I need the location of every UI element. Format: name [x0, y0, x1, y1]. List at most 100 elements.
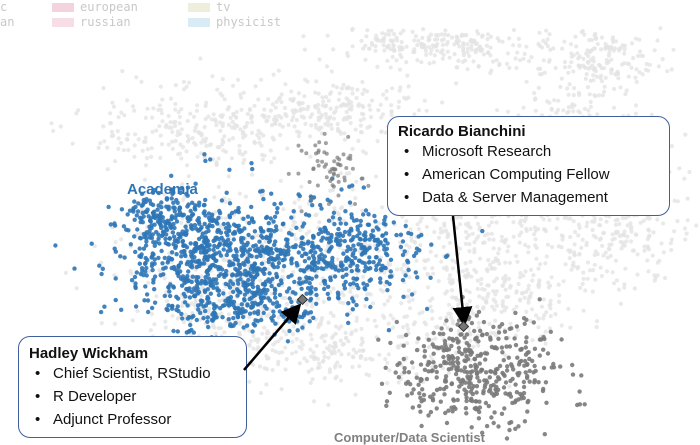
point — [231, 289, 236, 294]
point — [358, 218, 363, 224]
point — [537, 353, 542, 358]
point — [137, 261, 142, 266]
point — [475, 286, 480, 291]
point — [427, 360, 432, 366]
point — [306, 256, 312, 261]
point — [239, 302, 244, 307]
point — [533, 96, 538, 101]
point — [179, 311, 184, 317]
point — [539, 304, 545, 309]
point — [213, 331, 218, 336]
point — [377, 241, 383, 246]
point — [350, 296, 355, 301]
point — [541, 58, 546, 63]
point — [383, 365, 388, 370]
point — [321, 279, 327, 284]
point — [145, 147, 150, 152]
point — [250, 166, 255, 172]
point — [262, 281, 267, 287]
point — [276, 359, 281, 364]
point — [582, 106, 588, 111]
point — [386, 28, 391, 33]
point — [571, 69, 576, 74]
point — [517, 297, 523, 302]
point — [451, 363, 456, 368]
point — [451, 398, 457, 403]
point — [154, 229, 159, 235]
point — [272, 286, 278, 292]
point — [367, 103, 372, 108]
point — [536, 66, 541, 71]
point — [433, 364, 438, 369]
point — [289, 261, 294, 266]
point — [440, 42, 445, 48]
point — [185, 273, 190, 279]
point — [325, 197, 330, 202]
point — [521, 395, 526, 401]
point — [544, 28, 549, 33]
point — [430, 266, 435, 271]
point — [417, 391, 422, 396]
point — [526, 59, 532, 64]
point — [484, 423, 490, 429]
point — [185, 185, 191, 190]
point — [362, 237, 367, 243]
point — [124, 227, 129, 232]
point — [193, 259, 198, 264]
point — [214, 251, 219, 256]
point — [586, 108, 591, 113]
point — [485, 37, 490, 42]
point — [258, 300, 263, 306]
point — [364, 34, 369, 39]
point — [589, 37, 595, 43]
point — [508, 378, 513, 384]
point — [335, 121, 340, 127]
point — [483, 400, 489, 406]
point — [512, 336, 517, 341]
point — [319, 257, 325, 262]
point — [144, 156, 150, 161]
point — [226, 228, 232, 234]
point — [441, 266, 446, 271]
point — [325, 291, 330, 297]
point — [576, 233, 581, 238]
point — [566, 105, 571, 110]
point — [341, 248, 346, 253]
point — [148, 201, 154, 206]
point — [683, 132, 688, 137]
point — [196, 307, 201, 312]
point — [457, 278, 462, 283]
point — [532, 363, 537, 369]
point — [524, 226, 529, 231]
point — [225, 232, 230, 238]
point — [401, 294, 406, 299]
point — [521, 384, 527, 390]
point — [481, 319, 487, 325]
point — [484, 380, 490, 385]
point — [227, 213, 232, 218]
point — [572, 242, 577, 247]
point — [547, 59, 552, 64]
point — [468, 370, 473, 375]
point — [511, 27, 517, 33]
point — [423, 322, 429, 327]
point — [217, 243, 222, 248]
point — [533, 108, 538, 113]
point — [319, 125, 324, 130]
point — [441, 244, 446, 250]
point — [135, 308, 140, 314]
point — [341, 101, 346, 107]
point — [470, 391, 475, 397]
point — [346, 134, 351, 139]
point — [296, 299, 301, 305]
point — [354, 350, 359, 355]
point — [477, 409, 482, 415]
point — [156, 236, 161, 241]
point — [457, 349, 462, 355]
callout-item: Adjunct Professor — [29, 408, 236, 431]
point — [645, 215, 650, 221]
point — [503, 287, 508, 292]
point — [585, 220, 590, 225]
point — [166, 303, 171, 308]
point — [341, 82, 346, 87]
